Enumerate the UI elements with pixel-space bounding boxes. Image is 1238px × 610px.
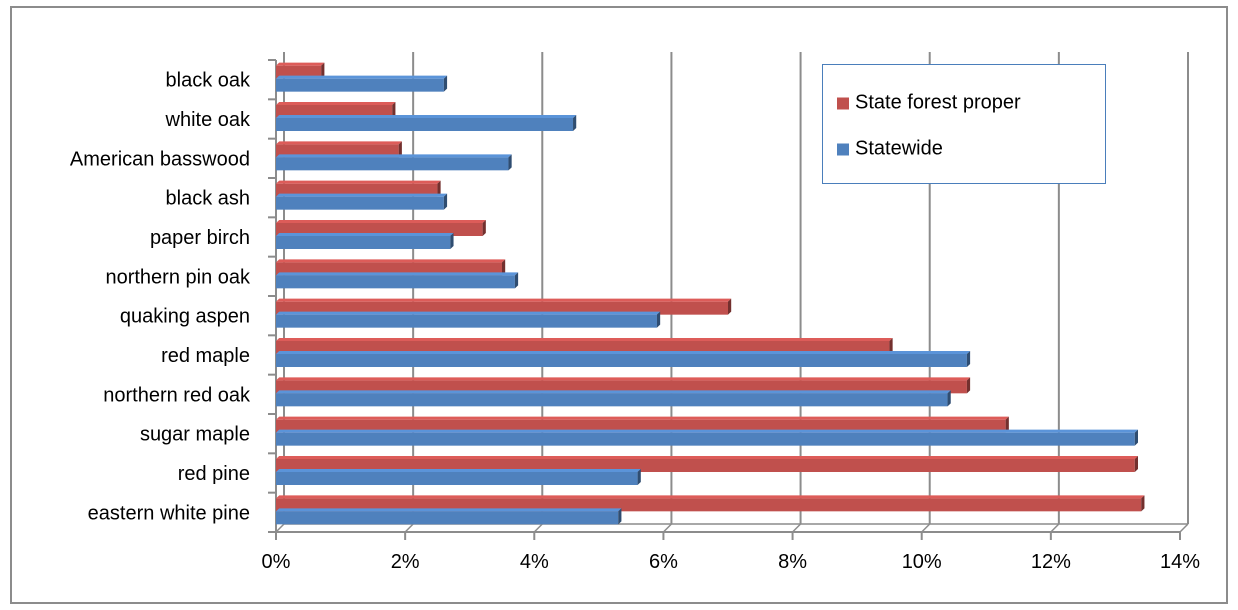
bar-statewide	[276, 193, 448, 210]
floor-line	[792, 523, 802, 533]
legend-item-series-0: State forest proper	[837, 92, 1021, 115]
bar-statewide	[276, 469, 641, 485]
bar-state-forest-proper	[276, 141, 402, 158]
bar-state-forest-proper	[276, 180, 441, 197]
legend: State forest proper Statewide	[822, 64, 1106, 184]
y-tick-label: white oak	[165, 109, 251, 131]
bar-state-forest-proper	[276, 377, 971, 394]
x-tick-label: 10%	[902, 551, 942, 573]
legend-swatch-series-1	[837, 143, 849, 155]
y-tick-label: black oak	[166, 70, 251, 92]
y-tick-label: eastern white pine	[88, 502, 250, 524]
floor-line	[533, 523, 543, 533]
bar-state-forest-proper	[276, 102, 396, 118]
floor-line	[275, 523, 285, 533]
legend-label-series-1: Statewide	[855, 137, 943, 160]
bar-statewide	[276, 75, 448, 92]
floor-line	[1179, 523, 1189, 533]
bar-statewide	[276, 508, 622, 525]
y-tick-label: northern pin oak	[105, 266, 251, 288]
bar-state-forest-proper	[276, 62, 325, 79]
y-tick-label: red pine	[178, 463, 250, 485]
y-tick-label: northern red oak	[103, 384, 251, 406]
bar-state-forest-proper	[276, 416, 1009, 433]
y-tick-label: sugar maple	[140, 424, 250, 446]
bar-state-forest-proper	[276, 220, 486, 236]
x-tick-label: 14%	[1160, 551, 1200, 573]
bar-state-forest-proper	[276, 338, 893, 354]
bar-state-forest-proper	[276, 456, 1138, 472]
y-tick-label: quaking aspen	[120, 306, 250, 328]
floor-line	[662, 523, 672, 533]
floor-line	[404, 523, 414, 533]
x-tick-label: 6%	[649, 551, 678, 573]
bar-state-forest-proper	[276, 495, 1145, 512]
bar-state-forest-proper	[276, 298, 732, 315]
bars	[276, 62, 1145, 525]
floor-line	[921, 523, 931, 533]
legend-label-series-0: State forest proper	[855, 91, 1021, 114]
y-tick-label: paper birch	[150, 227, 250, 249]
x-tick-label: 8%	[778, 551, 807, 573]
bar-statewide	[276, 233, 454, 249]
bar-state-forest-proper	[276, 259, 506, 276]
bar-statewide	[276, 311, 661, 328]
bar-statewide	[276, 154, 512, 171]
legend-swatch-series-0	[837, 97, 849, 109]
y-tick-label: American basswood	[70, 148, 250, 170]
x-tick-label: 2%	[391, 551, 420, 573]
bar-statewide	[276, 351, 971, 367]
x-tick-label: 12%	[1031, 551, 1071, 573]
tick-labels: black oak white oak American basswood black…	[70, 70, 1200, 573]
bar-statewide	[276, 390, 951, 407]
x-tick-label: 0%	[262, 551, 291, 573]
bar-statewide	[276, 272, 519, 289]
y-tick-label: red maple	[161, 345, 250, 367]
legend-item-series-1: Statewide	[837, 138, 943, 161]
bar-statewide	[276, 115, 577, 131]
bar-statewide	[276, 429, 1138, 446]
x-tick-label: 4%	[520, 551, 549, 573]
y-tick-label: black ash	[166, 188, 251, 210]
floor-line	[1050, 523, 1060, 533]
